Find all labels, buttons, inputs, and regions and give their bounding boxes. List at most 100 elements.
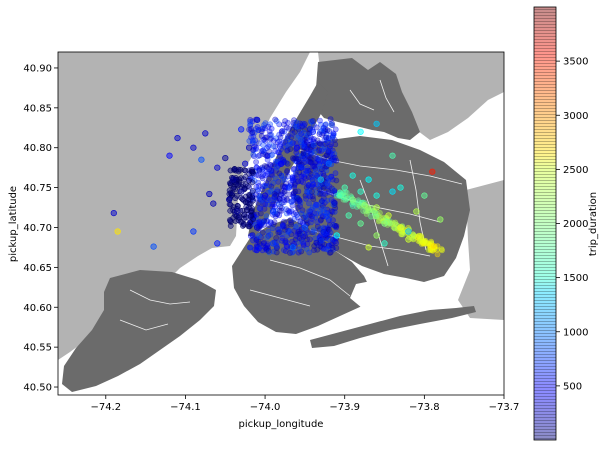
scatter-point bbox=[190, 144, 197, 151]
scatter-point bbox=[166, 152, 173, 159]
density-point bbox=[314, 223, 321, 230]
density-point bbox=[297, 203, 303, 209]
density-point bbox=[319, 202, 326, 209]
density-point bbox=[310, 136, 317, 142]
density-point bbox=[326, 226, 332, 233]
scatter-point bbox=[373, 232, 380, 239]
scatter-point bbox=[198, 156, 205, 163]
colorbar-tick-label: 3500 bbox=[563, 57, 588, 68]
density-point bbox=[326, 216, 332, 222]
density-point bbox=[288, 198, 295, 205]
colorbar-tick-label: 3000 bbox=[563, 111, 588, 122]
density-point bbox=[248, 125, 254, 132]
scatter-point bbox=[285, 184, 293, 191]
density-point bbox=[306, 208, 312, 214]
scatter-point bbox=[341, 184, 348, 191]
scatter-point bbox=[361, 202, 368, 209]
density-point bbox=[324, 210, 330, 217]
density-point bbox=[309, 177, 316, 184]
density-point bbox=[318, 166, 325, 173]
density-point bbox=[332, 238, 338, 245]
density-point bbox=[247, 118, 253, 125]
density-point bbox=[270, 143, 277, 150]
density-point bbox=[307, 159, 314, 165]
density-point bbox=[249, 188, 256, 194]
y-tick-label: 40.80 bbox=[23, 143, 52, 154]
colorbar-tick-label: 2000 bbox=[563, 219, 588, 230]
density-point bbox=[238, 175, 244, 182]
density-point bbox=[256, 232, 262, 239]
density-point bbox=[276, 170, 283, 177]
density-point bbox=[227, 223, 234, 229]
density-point bbox=[288, 134, 295, 141]
density-point bbox=[368, 213, 374, 220]
scatter-point bbox=[389, 152, 396, 159]
density-point bbox=[306, 200, 312, 207]
density-point bbox=[308, 219, 314, 226]
colorbar-tick-label: 500 bbox=[563, 381, 582, 392]
density-point bbox=[281, 226, 288, 233]
density-point bbox=[296, 235, 303, 241]
density-point bbox=[293, 233, 300, 239]
scatter-point bbox=[214, 240, 221, 247]
scatter-point bbox=[174, 135, 181, 142]
scatter-point bbox=[333, 232, 340, 239]
y-tick-label: 40.60 bbox=[23, 303, 52, 314]
density-point bbox=[317, 140, 323, 147]
density-point bbox=[277, 191, 284, 198]
density-point bbox=[324, 127, 331, 134]
density-point bbox=[266, 166, 272, 173]
density-point bbox=[298, 139, 304, 145]
density-point bbox=[254, 124, 261, 130]
density-point bbox=[254, 188, 261, 194]
scatter-point bbox=[190, 228, 197, 235]
scatter-point bbox=[242, 160, 249, 167]
density-point bbox=[284, 147, 291, 154]
y-tick-label: 40.85 bbox=[23, 103, 52, 114]
density-point bbox=[272, 143, 279, 150]
long-island-land bbox=[458, 180, 504, 320]
density-point bbox=[259, 125, 266, 132]
density-point bbox=[268, 125, 275, 132]
density-point bbox=[306, 147, 312, 154]
density-point bbox=[260, 240, 267, 247]
density-point bbox=[248, 208, 255, 215]
density-point bbox=[241, 215, 248, 222]
jamaica-bay bbox=[350, 280, 448, 308]
density-point bbox=[326, 222, 333, 228]
y-tick-label: 40.55 bbox=[23, 343, 52, 354]
density-point bbox=[253, 237, 260, 243]
density-point bbox=[250, 133, 257, 140]
brooklyn-land bbox=[232, 218, 372, 334]
density-point bbox=[267, 231, 274, 238]
density-point bbox=[327, 229, 334, 236]
density-point bbox=[331, 199, 338, 206]
density-point bbox=[230, 185, 237, 192]
density-point bbox=[301, 155, 307, 162]
density-point bbox=[331, 154, 338, 161]
density-point bbox=[243, 204, 250, 210]
density-point bbox=[297, 164, 304, 171]
scatter-point bbox=[293, 144, 301, 151]
density-point bbox=[287, 217, 294, 224]
colorbar-ticks: 500 1000 1500 2000 2500 3000 3500 bbox=[556, 57, 588, 392]
density-point bbox=[306, 236, 313, 243]
scatter-point bbox=[389, 188, 396, 195]
scatter-point bbox=[214, 164, 221, 171]
density-point bbox=[288, 221, 294, 228]
scatter-point bbox=[150, 243, 157, 250]
density-point bbox=[312, 203, 319, 210]
density-point bbox=[320, 190, 327, 197]
density-point bbox=[285, 133, 291, 140]
density-point bbox=[295, 178, 301, 185]
scatter-point bbox=[277, 160, 285, 167]
density-point bbox=[227, 190, 234, 196]
density-point bbox=[296, 246, 303, 253]
density-point bbox=[256, 205, 263, 212]
density-point bbox=[249, 168, 256, 175]
density-point bbox=[262, 134, 269, 141]
density-point bbox=[284, 160, 291, 167]
density-point bbox=[327, 116, 334, 122]
density-point bbox=[320, 125, 327, 132]
density-point bbox=[273, 249, 280, 256]
